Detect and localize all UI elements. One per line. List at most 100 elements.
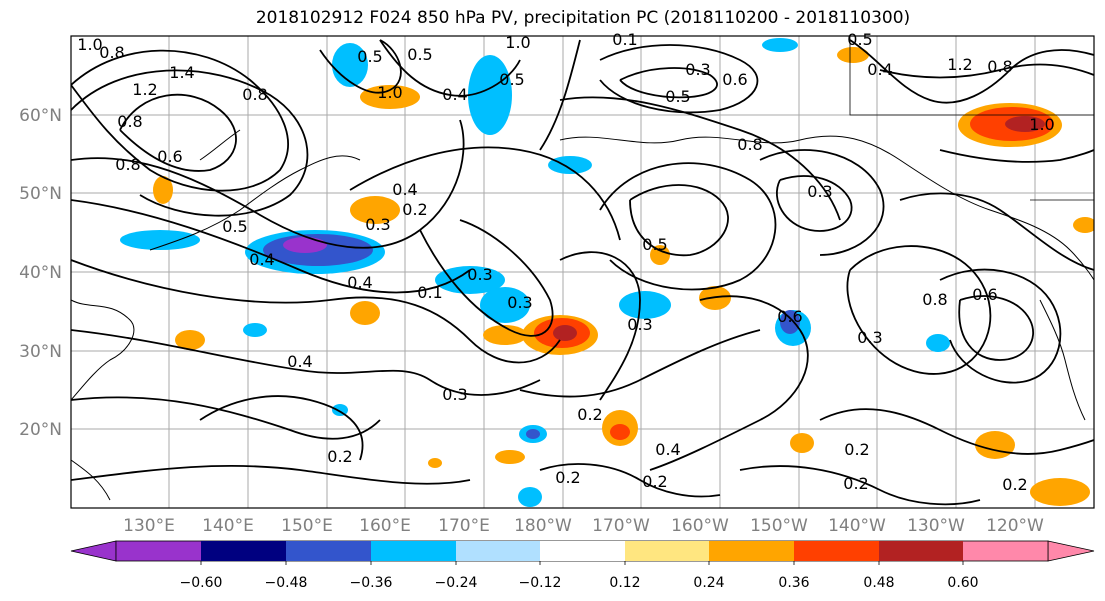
- contour-label: 0.8: [242, 85, 267, 104]
- contour-label: 0.4: [867, 60, 892, 79]
- colorbar-extend-high: [1047, 540, 1095, 562]
- colorbar-tick-label: 0.36: [778, 575, 809, 591]
- colorbar-segment: [286, 541, 371, 561]
- colorbar-segment: [456, 541, 540, 561]
- contour-label: 0.2: [843, 474, 868, 493]
- longitude-label: 150°E: [281, 516, 333, 536]
- contour-label: 0.8: [987, 57, 1012, 76]
- contour-label: 0.5: [222, 217, 247, 236]
- contour-label: 0.4: [655, 440, 680, 459]
- contour-label: 1.4: [169, 63, 194, 82]
- longitude-label: 140°W: [828, 516, 886, 536]
- longitude-label: 170°W: [592, 516, 650, 536]
- precip-anomaly-fills: [120, 38, 1094, 507]
- contour-label: 0.5: [642, 235, 667, 254]
- contour-label: 0.4: [392, 180, 417, 199]
- colorbar-segment: [371, 541, 456, 561]
- contour-label: 0.1: [417, 283, 442, 302]
- longitude-label: 170°E: [438, 516, 490, 536]
- longitude-label: 130°W: [907, 516, 965, 536]
- contour-label: 0.8: [99, 43, 124, 62]
- contour-label: 1.2: [947, 55, 972, 74]
- contour-label: 0.6: [157, 147, 182, 166]
- contour-label: 0.2: [1002, 475, 1027, 494]
- colorbar-segment: [116, 541, 201, 561]
- contour-label: 0.3: [365, 215, 390, 234]
- contour-label: 0.8: [117, 112, 142, 131]
- colorbar-tick-label: −0.48: [265, 575, 308, 591]
- colorbar-segment: [540, 541, 625, 561]
- colorbar-segment: [625, 541, 709, 561]
- contour-label: 0.4: [442, 85, 467, 104]
- contour-label: 0.6: [972, 285, 997, 304]
- longitude-label: 140°E: [202, 516, 254, 536]
- colorbar-extend-low: [70, 540, 117, 562]
- contour-label: 0.3: [442, 385, 467, 404]
- colorbar-tick-label: −0.24: [435, 575, 478, 591]
- colorbar-tick-label: −0.60: [180, 575, 223, 591]
- colorbar-segment: [709, 541, 794, 561]
- latitude-label: 30°N: [19, 342, 62, 362]
- contour-label: 0.5: [847, 30, 872, 49]
- contour-label: 0.4: [347, 273, 372, 292]
- contour-label: 0.2: [642, 472, 667, 491]
- contour-label: 0.3: [627, 315, 652, 334]
- contour-labels: 1.00.81.41.20.80.60.80.51.00.80.51.0 0.40…: [77, 30, 1054, 494]
- contour-label: 0.8: [115, 155, 140, 174]
- contour-label: 0.3: [807, 182, 832, 201]
- longitude-label: 120°W: [986, 516, 1044, 536]
- longitude-label: 180°W: [514, 516, 572, 536]
- longitude-label: 160°W: [671, 516, 729, 536]
- pv-contours: [71, 39, 1094, 506]
- colorbar-segment: [201, 541, 286, 561]
- contour-label: 0.2: [402, 200, 427, 219]
- contour-label: 0.3: [685, 60, 710, 79]
- colorbar-segment: [879, 541, 963, 561]
- contour-label: 1.0: [377, 83, 402, 102]
- contour-label: 0.5: [499, 70, 524, 89]
- contour-label: 0.2: [844, 440, 869, 459]
- colorbar-tick-label: 0.12: [609, 575, 640, 591]
- contour-label: 1.0: [77, 35, 102, 54]
- colorbar-segment: [963, 541, 1048, 561]
- longitude-label: 150°W: [750, 516, 808, 536]
- contour-label: 0.6: [722, 70, 747, 89]
- latitude-label: 20°N: [19, 420, 62, 440]
- colorbar-segment: [794, 541, 879, 561]
- contour-label: 0.3: [467, 265, 492, 284]
- map-title: 2018102912 F024 850 hPa PV, precipitatio…: [255, 8, 911, 28]
- colorbar-tick-label: 0.24: [693, 575, 724, 591]
- colorbar-tick-label: −0.12: [519, 575, 562, 591]
- contour-label: 1.2: [132, 80, 157, 99]
- contour-label: 0.8: [737, 135, 762, 154]
- contour-label: 0.2: [577, 405, 602, 424]
- latitude-label: 50°N: [19, 184, 62, 204]
- colorbar-tick-labels: −0.60 −0.48 −0.36 −0.24 −0.12 0.12 0.24 0.36 0.4…: [180, 561, 979, 591]
- map-frame: [70, 35, 1095, 509]
- longitude-label: 130°E: [123, 516, 175, 536]
- colorbar-tick-label: 0.60: [947, 575, 978, 591]
- contour-label: 0.5: [407, 45, 432, 64]
- latitude-label: 40°N: [19, 263, 62, 283]
- contour-label: 1.0: [505, 33, 530, 52]
- coastlines: [71, 36, 1094, 501]
- latitude-label: 60°N: [19, 106, 62, 126]
- contour-label: 0.4: [287, 352, 312, 371]
- longitude-label: 160°E: [359, 516, 411, 536]
- colorbar-tick-label: −0.36: [350, 575, 393, 591]
- contour-label: 0.2: [555, 468, 580, 487]
- contour-label: 0.3: [507, 293, 532, 312]
- contour-label: 0.5: [357, 47, 382, 66]
- contour-label: 0.8: [922, 290, 947, 309]
- contour-label: 1.0: [1029, 115, 1054, 134]
- contour-label: 0.2: [327, 447, 352, 466]
- colorbar: [70, 540, 1095, 562]
- contour-label: 0.4: [249, 250, 274, 269]
- latitude-labels: 60°N 50°N 40°N 30°N 20°N: [19, 106, 62, 440]
- contour-label: 0.3: [857, 328, 882, 347]
- contour-label: 0.1: [612, 30, 637, 49]
- colorbar-tick-label: 0.48: [863, 575, 894, 591]
- contour-label: 0.6: [777, 307, 802, 326]
- contour-label: 0.5: [665, 87, 690, 106]
